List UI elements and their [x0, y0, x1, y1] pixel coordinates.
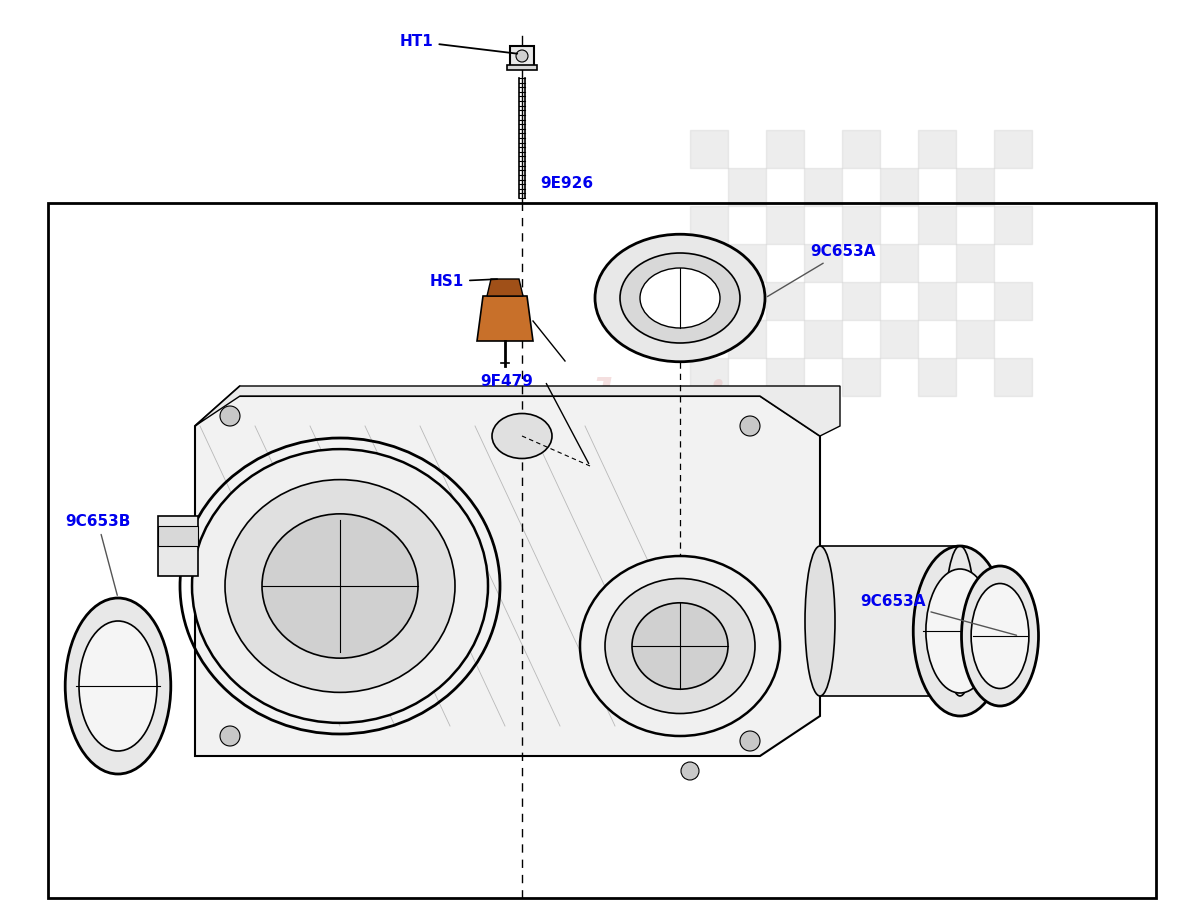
Bar: [690, 358, 728, 396]
Text: scuderia: scuderia: [425, 377, 775, 454]
Bar: [766, 358, 804, 396]
Bar: [804, 244, 842, 282]
Text: 9F479: 9F479: [480, 374, 533, 389]
Bar: [842, 130, 880, 168]
Circle shape: [682, 762, 698, 780]
Circle shape: [220, 406, 240, 426]
Text: 9C653A: 9C653A: [860, 594, 1016, 636]
Bar: [158, 516, 198, 576]
Bar: [510, 46, 534, 66]
Ellipse shape: [595, 234, 766, 362]
Bar: [918, 282, 956, 320]
Bar: [994, 282, 1032, 320]
Bar: [842, 282, 880, 320]
Ellipse shape: [926, 569, 994, 693]
Bar: [956, 168, 994, 206]
Bar: [690, 130, 728, 168]
Text: HT1: HT1: [400, 34, 517, 54]
Bar: [842, 206, 880, 244]
Bar: [956, 244, 994, 282]
Text: HS1: HS1: [430, 274, 497, 289]
Bar: [728, 244, 766, 282]
Ellipse shape: [632, 603, 728, 689]
Ellipse shape: [65, 598, 170, 774]
Ellipse shape: [971, 583, 1028, 689]
Bar: [158, 526, 198, 546]
Circle shape: [220, 726, 240, 746]
Ellipse shape: [192, 449, 488, 723]
Ellipse shape: [620, 253, 740, 343]
Bar: [880, 168, 918, 206]
Ellipse shape: [262, 514, 418, 659]
Ellipse shape: [580, 556, 780, 736]
Bar: [766, 130, 804, 168]
Text: 9E926: 9E926: [540, 176, 593, 191]
Text: 9C653B: 9C653B: [65, 514, 131, 595]
Bar: [956, 320, 994, 358]
Bar: [918, 130, 956, 168]
Bar: [994, 206, 1032, 244]
Bar: [918, 206, 956, 244]
Polygon shape: [478, 296, 533, 341]
Bar: [880, 244, 918, 282]
Polygon shape: [194, 386, 820, 756]
Bar: [48, 203, 1156, 898]
Bar: [994, 358, 1032, 396]
Bar: [918, 358, 956, 396]
Bar: [728, 320, 766, 358]
Bar: [508, 65, 538, 70]
Circle shape: [740, 731, 760, 751]
Bar: [690, 282, 728, 320]
Ellipse shape: [805, 546, 835, 696]
Bar: [804, 168, 842, 206]
Bar: [880, 320, 918, 358]
Circle shape: [740, 416, 760, 436]
Bar: [766, 282, 804, 320]
Polygon shape: [820, 546, 960, 696]
Polygon shape: [487, 279, 523, 296]
Circle shape: [516, 50, 528, 62]
Polygon shape: [194, 386, 840, 436]
Ellipse shape: [226, 480, 455, 692]
Text: c a r   p a r t s: c a r p a r t s: [484, 495, 716, 528]
Bar: [804, 320, 842, 358]
Bar: [690, 206, 728, 244]
Ellipse shape: [492, 413, 552, 459]
Ellipse shape: [640, 268, 720, 328]
Bar: [842, 358, 880, 396]
Ellipse shape: [961, 566, 1038, 706]
Bar: [766, 206, 804, 244]
Bar: [728, 168, 766, 206]
Ellipse shape: [79, 621, 157, 751]
Ellipse shape: [605, 579, 755, 714]
Ellipse shape: [913, 546, 1007, 716]
Text: 9C653A: 9C653A: [767, 244, 876, 297]
Bar: [994, 130, 1032, 168]
